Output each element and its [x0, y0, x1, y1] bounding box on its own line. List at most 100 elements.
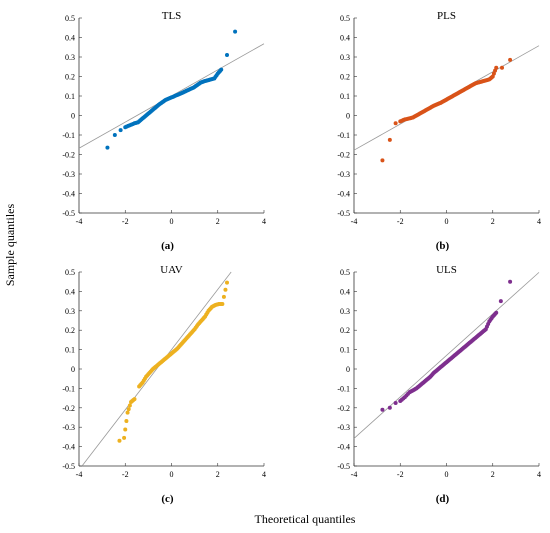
panel-label: (a): [161, 240, 174, 252]
data-point: [393, 121, 398, 126]
y-tick-label: -0.5: [62, 462, 75, 471]
x-tick-label: 2: [491, 470, 495, 479]
y-tick-label: 0.3: [65, 307, 75, 316]
x-tick-label: 0: [170, 470, 174, 479]
y-tick-label: 0.3: [340, 53, 350, 62]
y-tick-label: 0: [346, 112, 350, 121]
y-tick-label: 0.1: [340, 346, 350, 355]
data-point: [387, 137, 392, 142]
x-tick-label: 4: [537, 217, 541, 226]
x-tick-label: -2: [122, 470, 129, 479]
y-tick-label: 0.4: [65, 34, 75, 43]
y-tick-label: 0.3: [65, 53, 75, 62]
y-tick-label: 0.4: [340, 34, 350, 43]
panel-label: (c): [161, 493, 174, 505]
x-tick-label: 0: [170, 217, 174, 226]
x-tick-label: -4: [76, 470, 83, 479]
x-tick-label: -2: [122, 217, 129, 226]
data-point: [508, 279, 513, 284]
y-tick-label: -0.1: [337, 131, 350, 140]
y-tick-label: 0.1: [65, 346, 75, 355]
x-tick-label: 4: [262, 470, 266, 479]
x-tick-label: -4: [351, 217, 358, 226]
y-tick-label: -0.1: [62, 131, 75, 140]
y-tick-label: 0.4: [65, 287, 75, 296]
x-tick-label: -4: [76, 217, 83, 226]
y-tick-label: -0.2: [337, 404, 350, 413]
data-point: [225, 53, 229, 58]
y-tick-label: 0.4: [340, 287, 350, 296]
qq-panel-1: 0.5 0.4 0.3 0.2 0.1 0 -0.1 -0.2 -0.3 -0.4 -0.5-4 -2…: [62, 10, 266, 252]
y-tick-label: 0.2: [65, 326, 75, 335]
x-tick-label: -2: [397, 470, 404, 479]
panel-label: (b): [436, 240, 450, 252]
panel-title: PLS: [437, 10, 456, 22]
y-tick-label: 0.1: [65, 92, 75, 101]
data-point: [123, 427, 128, 432]
data-point: [494, 310, 499, 315]
x-tick-label: 2: [216, 470, 220, 479]
data-point: [219, 67, 224, 72]
y-tick-label: 0.5: [65, 14, 75, 23]
y-axis-label: Sample quantiles: [3, 204, 17, 287]
y-tick-label: -0.3: [337, 423, 350, 432]
y-tick-label: 0: [71, 112, 75, 121]
y-tick-label: 0: [346, 365, 350, 374]
y-tick-label: -0.3: [62, 423, 75, 432]
x-tick-label: 0: [445, 217, 449, 226]
data-point: [125, 410, 130, 415]
x-tick-label: 2: [216, 217, 220, 226]
y-tick-label: -0.4: [337, 190, 350, 199]
qq-panel-2: 0.5 0.4 0.3 0.2 0.1 0 -0.1 -0.2 -0.3 -0.4 -0.5-4 -2…: [337, 10, 541, 252]
y-tick-label: 0.5: [340, 14, 350, 23]
data-point: [220, 302, 225, 307]
reference-line: [353, 272, 540, 439]
panels-group: 0.50.40.30.20.10-0.1-0.2-0.3-0.4-0.5-4 -2…: [62, 10, 541, 505]
reference-line: [81, 271, 232, 467]
data-point: [112, 133, 117, 137]
y-tick-label: -0.1: [337, 384, 350, 393]
y-tick-label: -0.3: [337, 170, 350, 179]
y-tick-label: -0.1: [62, 384, 75, 393]
y-tick-label: -0.4: [337, 443, 350, 452]
y-tick-label: -0.5: [337, 209, 350, 218]
data-point: [380, 158, 385, 163]
qq-panel-3: 0.5 0.4 0.3 0.2 0.1 0 -0.1 -0.2 -0.3 -0.4 -0.5-4 -2…: [62, 264, 266, 505]
data-point: [117, 438, 122, 443]
y-tick-label: -0.5: [62, 209, 75, 218]
x-tick-label: -4: [351, 470, 358, 479]
x-tick-label: 2: [491, 217, 495, 226]
x-axis-label: Theoretical quantiles: [255, 512, 356, 526]
y-tick-label: -0.5: [337, 462, 350, 471]
y-tick-label: 0.5: [340, 268, 350, 277]
data-point: [124, 419, 129, 424]
y-tick-label: 0.5: [65, 268, 75, 277]
data-point: [127, 403, 132, 408]
data-point: [498, 299, 503, 304]
y-tick-label: 0.2: [340, 326, 350, 335]
data-point: [126, 407, 131, 412]
data-point: [223, 287, 228, 292]
y-tick-label: -0.3: [62, 170, 75, 179]
x-tick-label: -2: [397, 217, 404, 226]
data-point: [118, 128, 123, 133]
data-point: [105, 145, 110, 150]
x-tick-label: 4: [262, 217, 266, 226]
data-point: [380, 407, 385, 412]
y-tick-label: 0.2: [65, 73, 75, 82]
y-tick-label: 0: [71, 365, 75, 374]
y-tick-label: 0.2: [340, 73, 350, 82]
data-point: [122, 435, 127, 440]
data-point: [225, 280, 229, 285]
data-point: [508, 57, 513, 62]
data-point: [393, 400, 398, 405]
y-tick-label: -0.4: [62, 190, 75, 199]
data-point: [132, 397, 137, 402]
y-tick-label: 0.3: [340, 307, 350, 316]
y-tick-label: 0.1: [340, 92, 350, 101]
qq-panel-4: 0.5 0.4 0.3 0.2 0.1 0 -0.1 -0.2 -0.3 -0.4 -0.5-4 -2…: [337, 264, 541, 505]
data-point: [221, 294, 226, 299]
x-tick-label: 4: [537, 470, 541, 479]
y-tick-label: -0.2: [62, 151, 75, 160]
